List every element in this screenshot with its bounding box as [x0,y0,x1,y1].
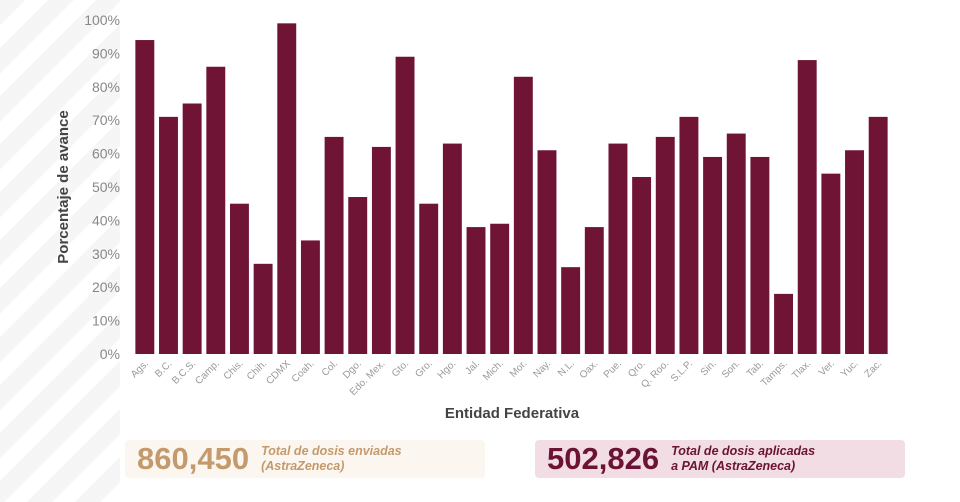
bar [608,143,628,354]
bar [395,56,415,355]
x-tick-label: Coah. [290,358,317,385]
x-axis-label: Entidad Federativa [445,405,580,422]
x-tick-label: Zac. [863,358,885,380]
bar [774,293,794,354]
x-tick-label: Gro. [413,358,435,380]
bar [703,156,723,354]
bar [655,136,675,354]
x-tick-label: B.C.S. [170,358,198,386]
x-tick-label: Pue. [602,358,624,380]
x-tick-label: S.L.P. [669,358,695,384]
bar [584,227,604,354]
bar [206,66,226,354]
bar [135,40,155,354]
bar [750,156,770,354]
x-tick-label: Son. [720,358,742,380]
bar [537,150,557,354]
bar [182,103,202,354]
y-tick-label: 30% [92,246,120,262]
bar [371,146,391,354]
bar [845,150,864,354]
background-ornament [0,0,120,502]
x-tick-label: Gto. [390,358,411,379]
x-tick-label: Tamps. [759,358,790,389]
bar [277,23,297,355]
bar [797,60,817,355]
x-tick-label: CDMX [264,358,293,387]
x-tick-label: Jal. [463,358,482,377]
x-tick-label: Ver. [817,358,837,378]
y-tick-label: 100% [84,12,120,28]
y-tick-label: 40% [92,212,120,228]
x-tick-label: Camp. [193,358,222,387]
x-tick-label: Tlax. [790,358,813,381]
stat-value: 860,450 [137,441,250,476]
bar [513,76,533,354]
stat-doses-sent: 860,450 Total de dosis enviadas (AstraZe… [125,440,485,478]
y-tick-label: 10% [92,313,120,329]
y-tick-label: 60% [92,146,120,162]
bar [324,136,344,354]
y-tick-label: 90% [92,45,120,61]
bar [442,143,462,354]
x-tick-label: Chis. [222,358,246,382]
x-tick-label: Sin. [699,358,719,378]
bar [821,173,841,354]
stat-label: Total de dosis enviadas (AstraZeneca) [261,444,402,473]
bar [561,267,581,354]
stat-value: 502,826 [547,441,660,476]
x-tick-label: Hgo. [436,358,459,381]
x-tick-label: Oax. [578,358,601,381]
y-tick-label: 20% [92,279,120,295]
x-tick-label: N.L. [556,358,577,379]
x-tick-label: Mich. [481,358,506,383]
bar [348,197,368,354]
bar [253,263,273,354]
bar [229,203,249,354]
y-tick-label: 50% [92,179,120,195]
y-tick-label: 80% [92,79,120,95]
bar [419,203,439,354]
stat-doses-applied: 502,826 Total de dosis aplicadas a PAM (… [535,440,905,478]
bar [632,176,652,354]
bar [679,116,699,354]
stat-label: Total de dosis aplicadas a PAM (AstraZen… [671,444,816,473]
bar [726,133,746,354]
y-tick-label: 70% [92,112,120,128]
y-tick-label: 0% [100,346,120,362]
y-axis-label: Porcentaje de avance [55,110,72,263]
bar [300,240,320,354]
x-tick-label: Nay. [531,358,553,380]
bar [159,116,178,354]
x-tick-label: Col. [320,358,340,378]
bar [868,116,888,354]
bar-chart: 0% 10% 20% 30% 40% 50% 60% 70% 80% 90% 100% Ags. B.C… [55,12,888,422]
bar [490,223,510,354]
x-tick-label: Ags. [129,358,151,380]
x-tick-label: Mor. [508,358,530,380]
x-tick-label: Yuc. [839,358,861,380]
bar [466,227,486,354]
